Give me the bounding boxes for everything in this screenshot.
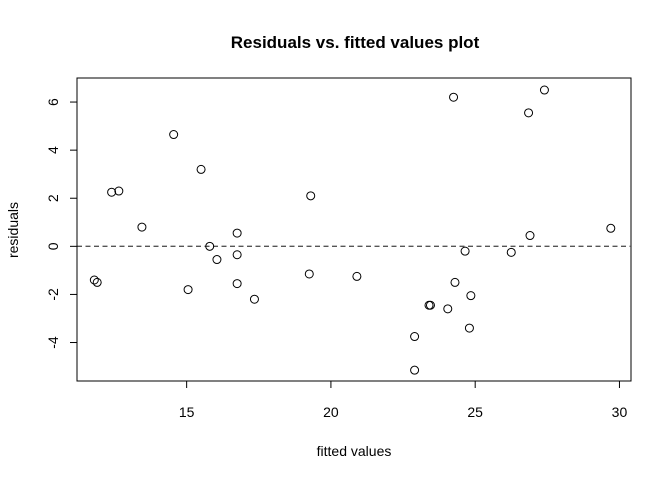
y-tick-label: -4: [45, 336, 61, 349]
y-axis-label: residuals: [5, 202, 21, 258]
data-point: [249, 294, 259, 304]
data-point: [169, 130, 179, 140]
y-tick-label: 2: [45, 194, 61, 202]
y-tick-label: 0: [45, 242, 61, 250]
data-point: [137, 222, 147, 232]
y-tick-label: 6: [45, 98, 61, 106]
data-point: [524, 108, 534, 118]
data-point: [232, 279, 242, 289]
data-point: [183, 285, 193, 295]
data-point: [232, 228, 242, 238]
data-point: [450, 277, 460, 287]
x-tick-label: 25: [467, 404, 483, 420]
x-tick-label: 20: [323, 404, 339, 420]
data-point: [460, 246, 470, 256]
data-point: [506, 247, 516, 257]
data-point: [89, 275, 99, 285]
data-point: [449, 92, 459, 102]
data-point: [525, 231, 535, 241]
data-point: [232, 250, 242, 260]
data-point: [92, 277, 102, 287]
data-point: [306, 191, 316, 201]
x-axis: 15 20 25 30: [179, 380, 628, 420]
data-point: [410, 365, 420, 375]
y-tick-label: -2: [45, 288, 61, 301]
y-tick-label: 4: [45, 146, 61, 154]
data-points: [89, 85, 616, 375]
data-point: [539, 85, 549, 95]
plot-frame: [76, 77, 632, 382]
chart-title: Residuals vs. fitted values plot: [231, 33, 480, 52]
data-point: [425, 300, 435, 310]
data-point: [196, 164, 206, 174]
data-point: [410, 332, 420, 342]
y-axis: -4 -2 0 2 4 6: [45, 98, 78, 349]
data-point: [304, 269, 314, 279]
data-point: [107, 187, 117, 197]
x-tick-label: 30: [612, 404, 628, 420]
x-axis-label: fitted values: [317, 443, 392, 459]
data-point: [443, 304, 453, 314]
data-point: [464, 323, 474, 333]
data-point: [606, 223, 616, 233]
x-tick-label: 15: [179, 404, 195, 420]
data-point: [466, 291, 476, 301]
data-point: [212, 255, 222, 265]
data-point: [114, 186, 124, 196]
data-point: [352, 271, 362, 281]
data-point: [205, 241, 215, 251]
